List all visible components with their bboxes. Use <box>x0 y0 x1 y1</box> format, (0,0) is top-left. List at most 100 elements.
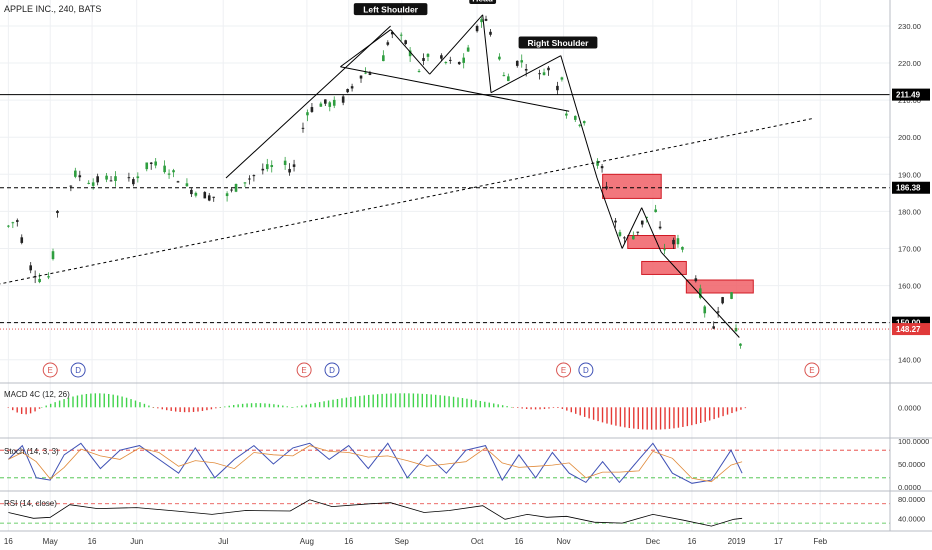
trend-line[interactable] <box>390 29 431 75</box>
candle-body[interactable] <box>426 53 430 57</box>
trend-line[interactable] <box>560 55 598 179</box>
candle-body[interactable] <box>449 59 452 61</box>
candle-body[interactable] <box>457 61 461 65</box>
candle-body[interactable] <box>475 25 479 32</box>
candle-body[interactable] <box>185 183 189 187</box>
candle-body[interactable] <box>703 306 707 314</box>
candle-body[interactable] <box>172 170 175 173</box>
candle-body[interactable] <box>676 238 680 245</box>
candle-body[interactable] <box>207 195 211 201</box>
candle-body[interactable] <box>301 127 305 129</box>
candle-body[interactable] <box>556 85 559 91</box>
rsi-line[interactable] <box>8 499 743 527</box>
earnings-marker[interactable] <box>556 362 572 378</box>
trend-line[interactable] <box>340 66 570 112</box>
candle-body[interactable] <box>38 278 41 283</box>
candle-body[interactable] <box>91 182 95 186</box>
candle-body[interactable] <box>163 165 166 173</box>
candle-body[interactable] <box>29 265 32 271</box>
candle-body[interactable] <box>127 177 131 179</box>
candle-body[interactable] <box>96 176 99 183</box>
candle-body[interactable] <box>444 62 448 64</box>
candle-body[interactable] <box>324 99 327 104</box>
candle-body[interactable] <box>243 182 247 184</box>
candle-body[interactable] <box>632 235 635 240</box>
candle-body[interactable] <box>542 72 546 76</box>
candle-body[interactable] <box>248 178 251 180</box>
candle-body[interactable] <box>145 162 149 170</box>
candle-body[interactable] <box>382 55 385 62</box>
candle-body[interactable] <box>578 124 582 126</box>
candle-body[interactable] <box>154 161 157 166</box>
candle-body[interactable] <box>524 68 528 71</box>
supply-zone[interactable] <box>685 279 754 294</box>
candle-body[interactable] <box>265 164 269 170</box>
earnings-marker[interactable] <box>296 362 312 378</box>
candle-body[interactable] <box>614 220 617 223</box>
candle-body[interactable] <box>390 32 394 35</box>
candle-body[interactable] <box>310 107 314 112</box>
candle-body[interactable] <box>109 180 113 182</box>
candle-body[interactable] <box>203 192 207 199</box>
candle-body[interactable] <box>386 42 390 45</box>
candle-body[interactable] <box>596 160 599 166</box>
candle-body[interactable] <box>739 343 742 346</box>
dividend-marker[interactable] <box>324 362 340 378</box>
candle-body[interactable] <box>341 96 345 103</box>
candle-body[interactable] <box>78 175 82 178</box>
supply-zone[interactable] <box>602 173 662 199</box>
candle-body[interactable] <box>328 102 332 107</box>
rsi-pane[interactable] <box>0 499 890 527</box>
candle-body[interactable] <box>489 31 492 35</box>
candle-body[interactable] <box>502 75 506 77</box>
trend-line[interactable] <box>621 207 643 249</box>
candle-body[interactable] <box>640 220 644 225</box>
candle-body[interactable] <box>645 216 649 218</box>
candle-body[interactable] <box>712 326 715 329</box>
candle-body[interactable] <box>681 246 684 250</box>
candle-body[interactable] <box>346 89 349 93</box>
candle-body[interactable] <box>74 170 77 177</box>
stoch-d-line[interactable] <box>8 445 743 483</box>
candle-body[interactable] <box>547 67 550 71</box>
candle-body[interactable] <box>484 18 488 21</box>
stoch-pane[interactable] <box>0 442 890 484</box>
candle-body[interactable] <box>306 112 309 116</box>
candle-body[interactable] <box>404 40 407 45</box>
trend-line[interactable] <box>596 177 623 249</box>
trend-line[interactable] <box>429 14 484 75</box>
candle-body[interactable] <box>520 60 524 63</box>
candle-body[interactable] <box>20 237 24 243</box>
candle-body[interactable] <box>399 34 403 36</box>
candle-body[interactable] <box>600 166 604 169</box>
candle-body[interactable] <box>350 86 354 89</box>
candle-body[interactable] <box>51 251 55 260</box>
candle-body[interactable] <box>560 77 564 80</box>
candle-body[interactable] <box>582 121 586 124</box>
candle-body[interactable] <box>466 47 470 52</box>
candle-body[interactable] <box>672 239 675 245</box>
candle-body[interactable] <box>480 19 483 23</box>
candle-body[interactable] <box>734 327 738 332</box>
candle-body[interactable] <box>507 76 510 82</box>
candle-body[interactable] <box>149 162 153 164</box>
candle-body[interactable] <box>15 220 19 222</box>
candle-body[interactable] <box>176 181 180 183</box>
candle-body[interactable] <box>730 292 733 299</box>
trend-line[interactable] <box>482 14 492 93</box>
candle-body[interactable] <box>319 103 323 107</box>
trend-line[interactable] <box>660 251 740 338</box>
candle-body[interactable] <box>283 160 287 165</box>
macd-pane[interactable] <box>7 393 747 430</box>
candle-body[interactable] <box>56 210 59 214</box>
candle-body[interactable] <box>498 56 501 60</box>
candle-body[interactable] <box>440 55 443 59</box>
supply-zone[interactable] <box>627 235 676 249</box>
earnings-marker[interactable] <box>804 362 820 378</box>
candle-body[interactable] <box>167 173 171 175</box>
candle-body[interactable] <box>270 165 274 168</box>
candle-body[interactable] <box>364 72 367 74</box>
candle-body[interactable] <box>230 189 233 191</box>
candle-body[interactable] <box>261 168 265 171</box>
